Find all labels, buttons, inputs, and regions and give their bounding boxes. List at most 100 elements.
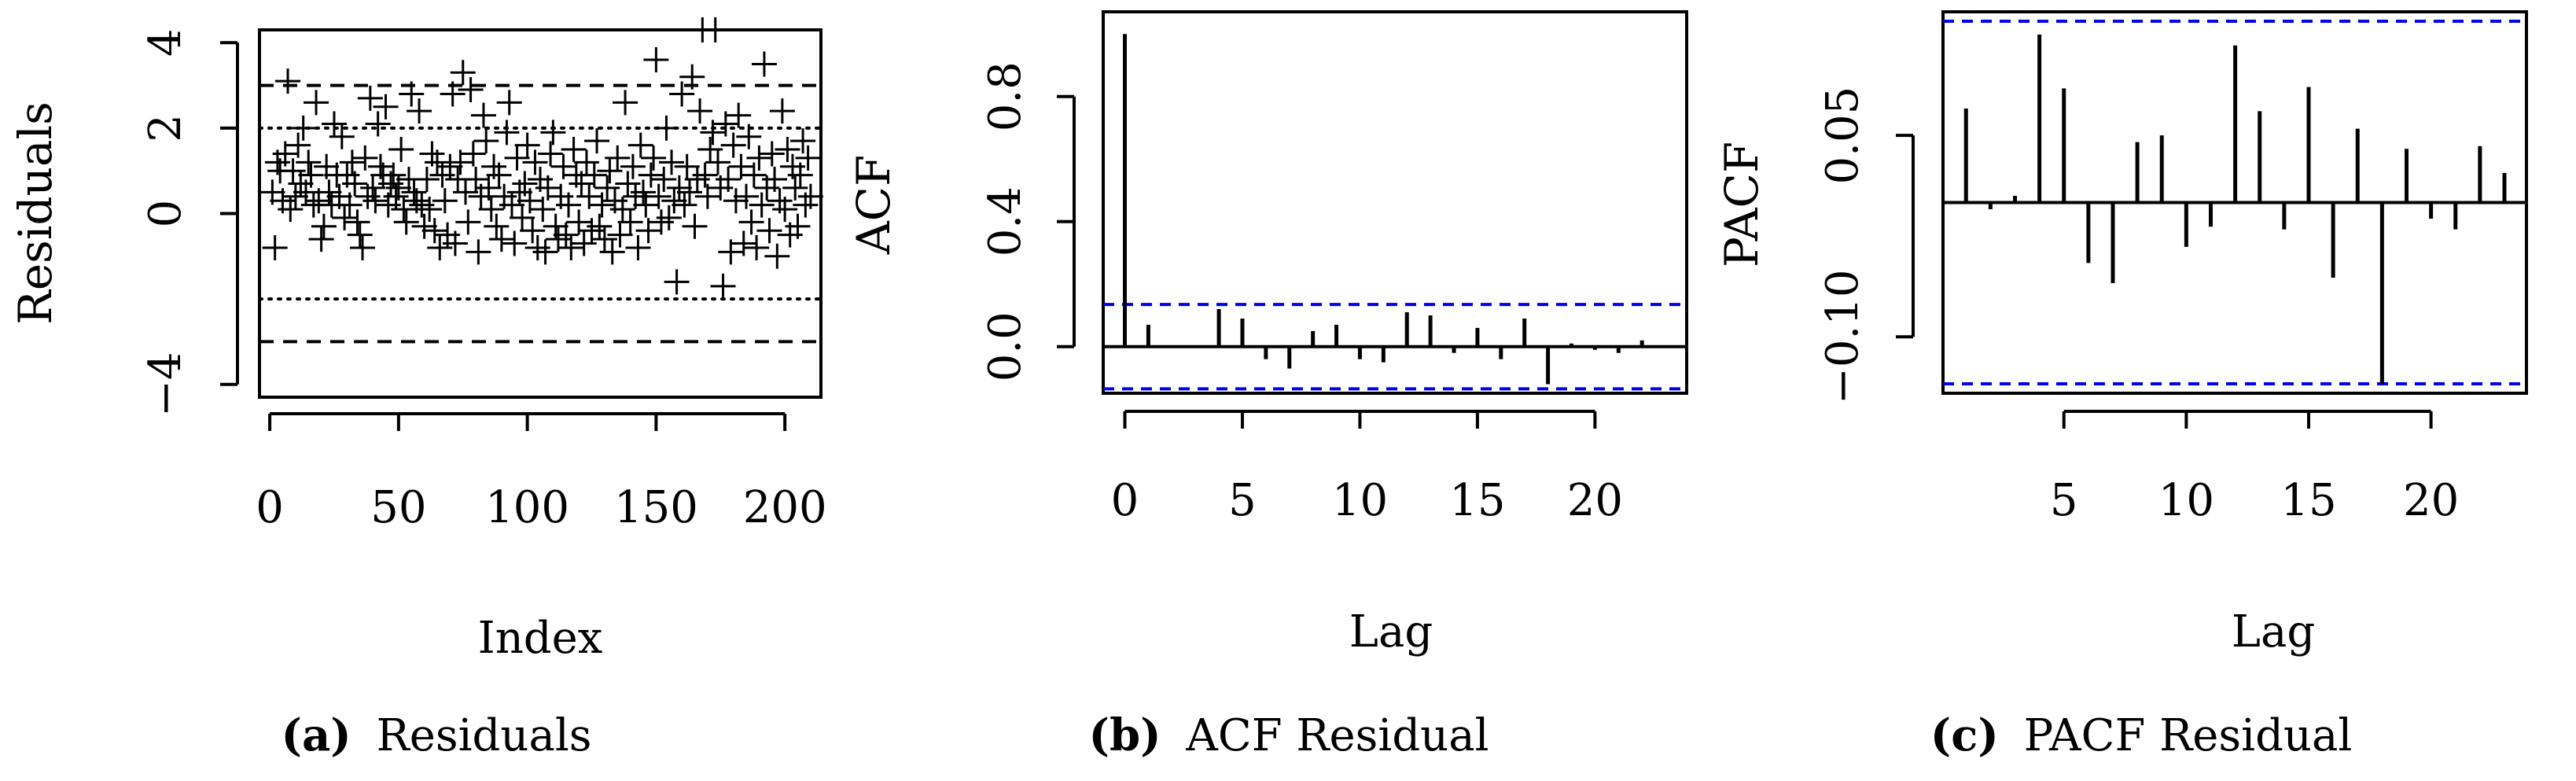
data-point — [282, 183, 308, 209]
panel-b-y-label: ACF — [847, 155, 900, 256]
panel-c-pacf: 5 10 15 20 −0.10 0.05 PACF Lag (c) PACF Resi… — [1715, 10, 2528, 761]
data-point — [417, 197, 443, 223]
data-point — [458, 77, 484, 103]
data-point — [502, 230, 528, 256]
panel-b-caption-text: ACF Residual — [1185, 710, 1489, 761]
data-point — [741, 162, 767, 188]
data-point — [460, 141, 486, 167]
panel-a-caption-text: Residuals — [377, 710, 592, 761]
data-point — [530, 197, 556, 223]
panel-b-caption: (b) ACF Residual — [1088, 709, 1489, 761]
data-point — [278, 197, 304, 223]
data-point — [556, 192, 582, 218]
panel-b-caption-letter: (b) — [1088, 709, 1161, 761]
data-point — [764, 243, 790, 269]
data-point — [569, 171, 594, 197]
data-point — [705, 149, 730, 175]
panel-a-y-label: Residuals — [9, 101, 62, 325]
x-tick-label: 10 — [2158, 475, 2214, 526]
data-point — [262, 234, 288, 260]
data-point — [687, 98, 713, 124]
x-tick-label: 0 — [256, 482, 284, 533]
data-point — [692, 162, 718, 188]
data-point — [720, 132, 746, 158]
x-tick-label: 5 — [2050, 475, 2078, 526]
data-point — [494, 120, 520, 146]
data-point — [453, 179, 479, 205]
data-point — [772, 197, 798, 223]
data-point — [749, 192, 775, 218]
data-point — [316, 179, 342, 205]
data-point — [275, 68, 301, 94]
data-point — [625, 234, 651, 260]
data-point — [520, 218, 546, 244]
data-point — [643, 47, 669, 73]
data-point — [746, 145, 772, 171]
data-point — [285, 132, 311, 158]
data-point — [710, 273, 736, 299]
data-point — [290, 115, 316, 141]
x-tick-label: 150 — [614, 482, 698, 533]
data-point — [697, 137, 723, 163]
data-point — [653, 115, 679, 141]
data-point — [514, 132, 540, 158]
data-point — [450, 60, 476, 86]
data-point — [762, 167, 788, 193]
data-point — [455, 209, 481, 235]
y-tick-label: 0.4 — [980, 186, 1031, 256]
x-tick-label: 15 — [2280, 475, 2336, 526]
data-point — [342, 171, 368, 197]
data-point — [478, 197, 504, 223]
data-point — [726, 102, 752, 128]
data-point — [391, 197, 417, 223]
data-point — [553, 222, 579, 248]
data-point — [646, 183, 672, 209]
data-point — [337, 192, 362, 218]
data-point — [775, 137, 800, 163]
data-point — [421, 218, 447, 244]
panel-a-caption-letter: (a) — [282, 709, 351, 761]
data-point — [638, 162, 664, 188]
data-point — [403, 188, 429, 214]
data-point — [651, 167, 677, 193]
y-tick-label: 4 — [140, 28, 191, 57]
data-point — [591, 227, 617, 252]
data-point — [787, 162, 813, 188]
data-point — [676, 179, 702, 205]
data-point — [365, 111, 391, 137]
data-point — [486, 162, 512, 188]
data-point — [573, 149, 599, 175]
data-point — [605, 145, 631, 171]
data-point — [311, 213, 337, 239]
x-tick-label: 20 — [2403, 475, 2459, 526]
data-point — [641, 145, 667, 171]
y-tick-label: 0.05 — [1817, 87, 1868, 185]
data-point — [339, 149, 365, 175]
data-point — [535, 175, 561, 201]
data-point — [522, 149, 548, 175]
x-tick-label: 100 — [485, 482, 569, 533]
data-point — [631, 179, 657, 205]
data-point — [532, 239, 558, 265]
data-point — [510, 204, 535, 230]
data-point — [308, 227, 334, 252]
data-point — [795, 145, 821, 171]
y-tick-label: −4 — [140, 352, 191, 417]
y-tick-label: 2 — [140, 114, 191, 142]
data-point — [633, 192, 659, 218]
panel-c-caption-letter: (c) — [1930, 709, 1999, 761]
data-point — [540, 120, 566, 146]
data-point — [362, 188, 388, 214]
data-point — [656, 204, 682, 230]
data-point — [561, 137, 587, 163]
data-point — [769, 98, 795, 124]
data-point — [399, 81, 425, 107]
x-tick-label: 0 — [1111, 475, 1139, 526]
data-point — [694, 183, 720, 209]
panel-a-x-label: Index — [478, 613, 603, 664]
data-point — [587, 213, 613, 239]
data-point — [332, 204, 358, 230]
data-point — [615, 171, 641, 197]
data-point — [442, 230, 468, 256]
